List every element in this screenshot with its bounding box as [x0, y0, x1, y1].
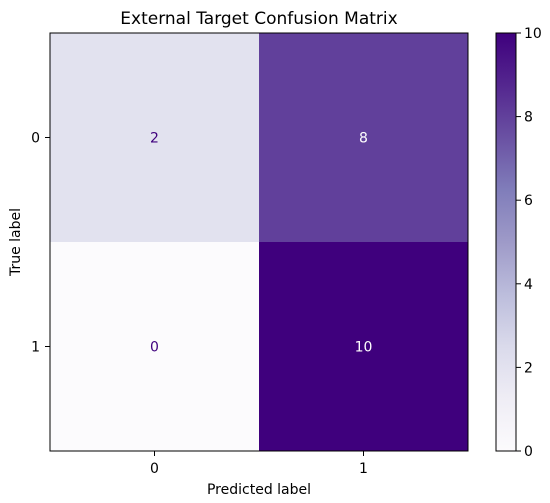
colorbar-ticks: 0 2 4 6 8 10 [516, 26, 542, 460]
colorbar-tick-label: 6 [524, 193, 533, 209]
matrix-cell-labels: 2 8 0 10 [150, 131, 372, 356]
x-tick-label: 0 [150, 461, 159, 477]
y-tick-label: 1 [31, 340, 40, 356]
colorbar-tick-label: 0 [524, 444, 533, 460]
cell-value-r0-c1: 8 [359, 131, 368, 147]
x-tick-label: 1 [359, 461, 368, 477]
matrix-cell-r0-c1 [259, 33, 468, 242]
matrix-cell-r1-c0 [50, 242, 259, 451]
matrix-cells [50, 33, 468, 451]
colorbar-tick-label: 4 [524, 277, 533, 293]
matrix-cell-r1-c1 [259, 242, 468, 451]
cell-value-r0-c0: 2 [150, 131, 159, 147]
y-axis-label: True label [8, 208, 24, 277]
plot-frame [49, 32, 469, 452]
colorbar-tick-label: 8 [524, 110, 533, 126]
y-tick-label: 0 [31, 131, 40, 147]
colorbar [495, 32, 517, 452]
matrix-cell-r0-c0 [50, 33, 259, 242]
cell-value-r1-c1: 10 [355, 340, 373, 356]
colorbar-tick-label: 10 [524, 26, 542, 42]
x-axis-label: Predicted label [207, 482, 311, 498]
colorbar-tick-label: 2 [524, 360, 533, 376]
chart-title: External Target Confusion Matrix [120, 9, 397, 29]
y-axis-ticks: 01 [31, 131, 50, 356]
cell-value-r1-c0: 0 [150, 340, 159, 356]
